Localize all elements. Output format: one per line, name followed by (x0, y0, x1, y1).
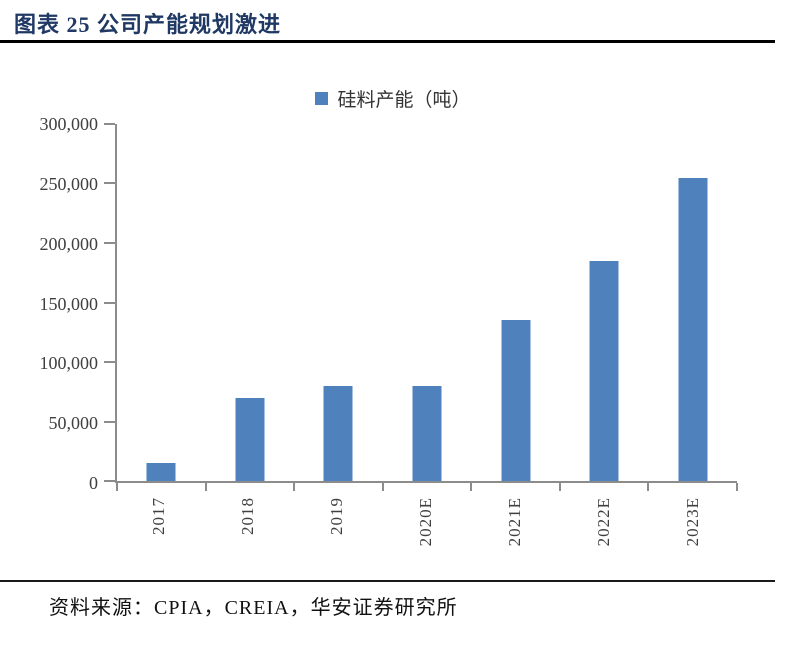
y-axis-tick-label: 250,000 (39, 173, 99, 194)
y-axis-tick (104, 480, 115, 482)
x-axis-tick-label: 2020E (416, 497, 435, 547)
x-axis-tick (293, 483, 296, 491)
chart-title: 图表 25 公司产能规划激进 (14, 12, 282, 37)
x-axis-tick (204, 483, 207, 491)
y-axis-tick-label: 150,000 (39, 293, 99, 314)
y-axis-tick-label: 300,000 (39, 114, 99, 134)
y-axis-tick-label: 200,000 (39, 233, 99, 254)
y-axis-tick (104, 123, 115, 125)
plot-area (104, 123, 738, 491)
x-axis-tick (558, 483, 561, 491)
bar (678, 177, 708, 481)
y-axis-labels: 300,000 250,000 200,000 150,000 100,000 50,00… (0, 114, 104, 493)
x-axis-tick (647, 483, 650, 491)
y-axis-tick (104, 241, 115, 244)
bar (323, 385, 353, 481)
title-divider (0, 40, 775, 43)
x-axis-tick-label: 2023E (682, 497, 702, 547)
y-axis-tick (104, 182, 115, 185)
chart-legend: 硅料产能（吨） (0, 84, 786, 112)
bar (589, 260, 619, 481)
footer-divider (0, 580, 775, 582)
bar (235, 397, 265, 481)
bar (501, 320, 531, 481)
x-axis-tick-label: 2018 (238, 497, 258, 535)
y-axis-tick (104, 301, 115, 304)
y-axis-tick-label: 100,000 (39, 353, 99, 374)
x-axis-tick (736, 483, 738, 491)
y-axis-tick-label: 50,000 (48, 413, 99, 434)
legend-swatch-icon (315, 91, 329, 105)
x-axis-tick-label: 2017 (149, 497, 169, 535)
bar (146, 463, 176, 481)
x-axis-tick (470, 483, 473, 491)
y-axis-tick (104, 360, 115, 363)
x-axis-tick-label: 2021E (504, 497, 524, 547)
x-axis-labels: 2017 2018 2019 2020E 2021E 2022E 2023E (115, 497, 737, 577)
legend-label: 硅料产能（吨） (337, 89, 471, 111)
x-axis-tick (381, 483, 384, 491)
x-axis-tick-label: 2022E (593, 497, 613, 547)
x-axis-tick (116, 483, 118, 491)
data-source-text: 资料来源：CPIA，CREIA，华安证券研究所 (49, 597, 458, 619)
y-axis-tick-label: 0 (89, 473, 98, 493)
x-axis-tick-label: 2019 (327, 497, 347, 535)
bar (412, 385, 442, 481)
y-axis-tick (104, 420, 115, 423)
